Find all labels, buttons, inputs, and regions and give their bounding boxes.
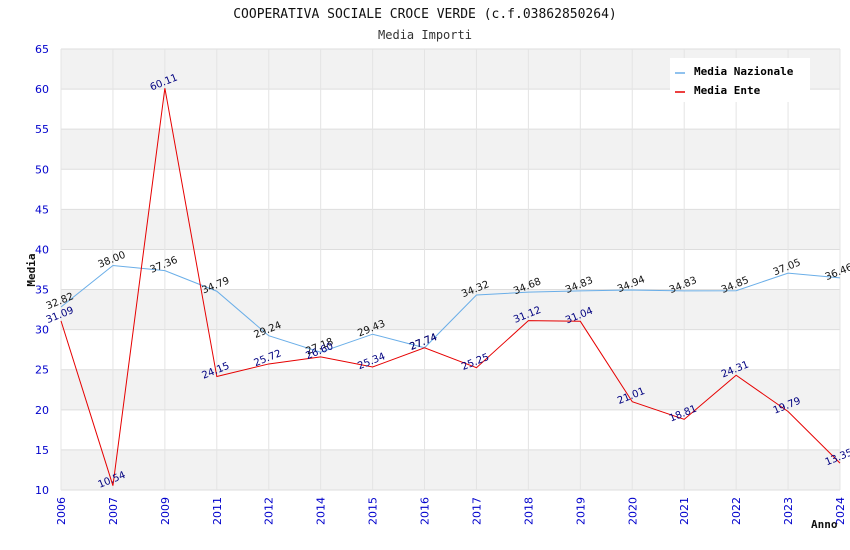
y-tick-label: 40: [35, 243, 49, 256]
y-tick-label: 60: [35, 83, 49, 96]
y-tick-label: 30: [35, 324, 49, 337]
y-tick-label: 65: [35, 43, 49, 56]
legend-label-media-nazionale: Media Nazionale: [694, 65, 794, 78]
y-tick-label: 45: [35, 203, 49, 216]
x-tick-label: 2017: [470, 497, 483, 525]
series-lines: [60, 88, 841, 486]
series-line-media-ente: [60, 88, 841, 486]
series-line-media-nazionale: [60, 264, 841, 353]
x-tick-label: 2006: [55, 497, 68, 525]
x-tick-label: 2021: [678, 497, 691, 525]
x-tick-label: 2020: [626, 497, 639, 525]
x-tick-label: 2012: [263, 497, 276, 525]
x-tick-label: 2024: [834, 497, 847, 525]
x-tick-label: 2022: [730, 497, 743, 525]
x-tick-label: 2009: [159, 497, 172, 525]
band: [61, 249, 840, 290]
y-tick-label: 25: [35, 364, 49, 377]
x-tick-label: 2011: [211, 497, 224, 525]
x-tick-label: 2015: [367, 497, 380, 525]
x-axis-label: Anno: [811, 518, 838, 531]
band: [61, 449, 840, 490]
band: [61, 329, 840, 370]
y-axis-ticks: 10 15 20 25 30 35 40 45 50 55 60 65: [35, 43, 49, 497]
x-tick-label: 2007: [107, 497, 120, 525]
y-tick-label: 20: [35, 404, 49, 417]
x-tick-label: 2014: [315, 497, 328, 525]
band: [61, 169, 840, 210]
chart-title: COOPERATIVA SOCIALE CROCE VERDE (c.f.038…: [233, 7, 617, 22]
x-tick-label: 2019: [574, 497, 587, 525]
y-tick-label: 15: [35, 444, 49, 457]
x-tick-label: 2023: [782, 497, 795, 525]
band: [61, 289, 840, 330]
y-tick-label: 10: [35, 484, 49, 497]
plot-background-bands: [61, 49, 840, 490]
chart-subtitle: Media Importi: [378, 28, 472, 42]
x-axis-ticks: 2006 2007 2009 2011 2012 2014 2015 2016 2017 2018…: [55, 497, 847, 525]
y-axis-label: Media: [25, 253, 38, 286]
grid-lines: [60, 48, 841, 491]
band: [61, 129, 840, 170]
band: [61, 409, 840, 450]
legend: Media Nazionale Media Ente: [670, 58, 810, 102]
band: [61, 209, 840, 250]
x-tick-label: 2016: [419, 497, 432, 525]
y-tick-label: 35: [35, 284, 49, 297]
legend-box: [670, 58, 810, 102]
y-tick-label: 50: [35, 163, 49, 176]
y-tick-label: 55: [35, 123, 49, 136]
band: [61, 369, 840, 410]
x-tick-label: 2018: [522, 497, 535, 525]
legend-label-media-ente: Media Ente: [694, 84, 761, 97]
